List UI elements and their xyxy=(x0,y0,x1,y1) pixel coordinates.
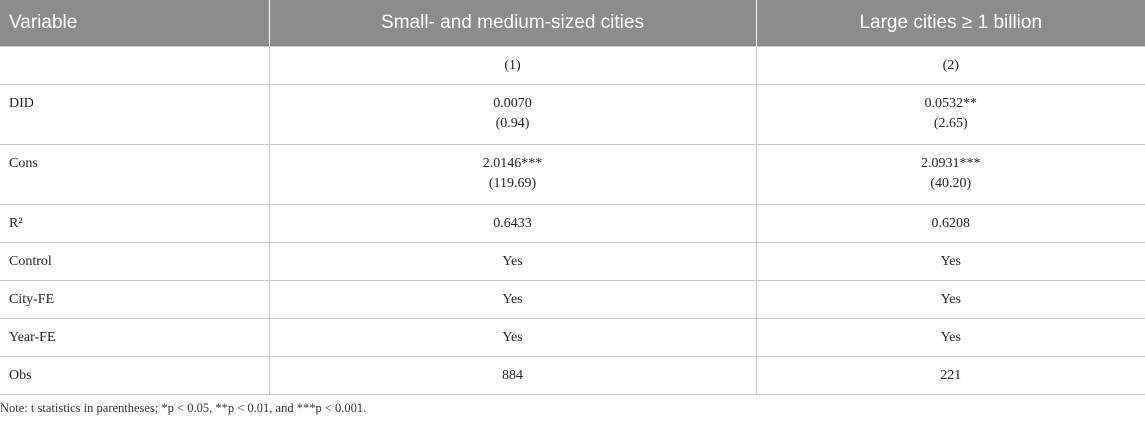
cell-value: 0.6208 xyxy=(931,216,971,231)
cell-value: Yes xyxy=(940,330,961,345)
row-label: Year-FE xyxy=(0,318,270,357)
cell-col1: 0.6433 xyxy=(268,204,757,243)
table-row-did: DID 0.0070 (0.94) 0.0532** (2.65) xyxy=(0,84,1145,145)
cell-value: Yes xyxy=(940,254,961,269)
header-large-cities: Large cities ≥ 1 billion xyxy=(756,0,1145,47)
cell-value: Yes xyxy=(940,292,961,307)
cell-coefficient: 2.0931*** xyxy=(921,156,981,171)
table-row-r-squared: R² 0.6433 0.6208 xyxy=(0,204,1145,243)
cell-col1: 2.0146*** (119.69) xyxy=(268,144,757,205)
row-label xyxy=(0,46,270,85)
cell-t-stat: (2.65) xyxy=(933,116,968,131)
cell-coefficient: 2.0146*** xyxy=(482,156,543,171)
cell-col2: 2.0931*** (40.20) xyxy=(755,144,1145,205)
row-label: Control xyxy=(0,242,270,281)
table-row-cons: Cons 2.0146*** (119.69) 2.0931*** (40.20… xyxy=(0,144,1145,205)
cell-t-stat: (119.69) xyxy=(488,176,537,191)
cell-value: Yes xyxy=(502,254,523,269)
cell-value: 221 xyxy=(940,368,962,383)
regression-results-table: Variable Small- and medium-sized cities … xyxy=(0,0,1145,395)
cell-value: Yes xyxy=(502,292,523,307)
cell-col1: Yes xyxy=(268,280,757,319)
results-table-container: Variable Small- and medium-sized cities … xyxy=(0,0,1145,395)
header-variable: Variable xyxy=(0,0,270,47)
row-label: R² xyxy=(0,204,270,243)
cell-col2: Yes xyxy=(755,242,1145,281)
cell-t-stat: (40.20) xyxy=(930,176,972,191)
header-small-medium-cities: Small- and medium-sized cities xyxy=(269,0,757,47)
cell-col2: Yes xyxy=(755,280,1145,319)
table-row-city-fe: City-FE Yes Yes xyxy=(0,280,1145,319)
cell-col1: Yes xyxy=(268,318,757,357)
table-row-model-numbers: (1) (2) xyxy=(0,46,1145,85)
row-label: Cons xyxy=(0,144,270,205)
cell-col2: 221 xyxy=(755,356,1145,395)
cell-coefficient: 0.0532** xyxy=(924,96,978,111)
table-row-year-fe: Year-FE Yes Yes xyxy=(0,318,1145,357)
cell-col2: 0.0532** (2.65) xyxy=(755,84,1145,145)
row-label: Obs xyxy=(0,356,270,395)
cell-value: 0.6433 xyxy=(493,216,532,231)
cell-col2: 0.6208 xyxy=(755,204,1145,243)
table-row-control: Control Yes Yes xyxy=(0,242,1145,281)
cell-value: Yes xyxy=(502,330,523,345)
cell-value: (2) xyxy=(942,58,959,73)
row-label: DID xyxy=(0,84,270,145)
cell-col1: 0.0070 (0.94) xyxy=(268,84,757,145)
cell-col1: 884 xyxy=(268,356,757,395)
table-footnote: Note: t statistics in parentheses; *p < … xyxy=(0,401,367,415)
cell-value: 884 xyxy=(502,368,523,383)
cell-col1: (1) xyxy=(268,46,757,85)
row-label: City-FE xyxy=(0,280,270,319)
cell-col2: (2) xyxy=(755,46,1145,85)
cell-t-stat: (0.94) xyxy=(495,116,530,131)
cell-col1: Yes xyxy=(268,242,757,281)
cell-col2: Yes xyxy=(755,318,1145,357)
header-row: Variable Small- and medium-sized cities … xyxy=(0,0,1145,47)
table-row-obs: Obs 884 221 xyxy=(0,356,1145,395)
cell-coefficient: 0.0070 xyxy=(493,96,532,111)
cell-value: (1) xyxy=(504,58,521,73)
